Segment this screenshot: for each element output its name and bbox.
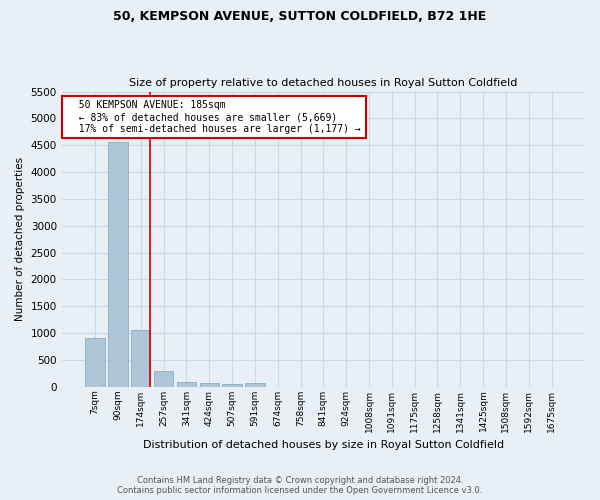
Bar bbox=[177, 382, 196, 387]
Text: 50, KEMPSON AVENUE, SUTTON COLDFIELD, B72 1HE: 50, KEMPSON AVENUE, SUTTON COLDFIELD, B7… bbox=[113, 10, 487, 23]
Y-axis label: Number of detached properties: Number of detached properties bbox=[15, 157, 25, 321]
Title: Size of property relative to detached houses in Royal Sutton Coldfield: Size of property relative to detached ho… bbox=[129, 78, 518, 88]
Bar bbox=[131, 330, 151, 387]
Bar bbox=[154, 370, 173, 387]
X-axis label: Distribution of detached houses by size in Royal Sutton Coldfield: Distribution of detached houses by size … bbox=[143, 440, 504, 450]
Bar bbox=[108, 142, 128, 387]
Bar bbox=[245, 382, 265, 387]
Bar bbox=[85, 338, 105, 387]
Text: 50 KEMPSON AVENUE: 185sqm
  ← 83% of detached houses are smaller (5,669)
  17% o: 50 KEMPSON AVENUE: 185sqm ← 83% of detac… bbox=[67, 100, 361, 134]
Bar bbox=[200, 383, 219, 387]
Text: Contains HM Land Registry data © Crown copyright and database right 2024.
Contai: Contains HM Land Registry data © Crown c… bbox=[118, 476, 482, 495]
Bar bbox=[223, 384, 242, 387]
